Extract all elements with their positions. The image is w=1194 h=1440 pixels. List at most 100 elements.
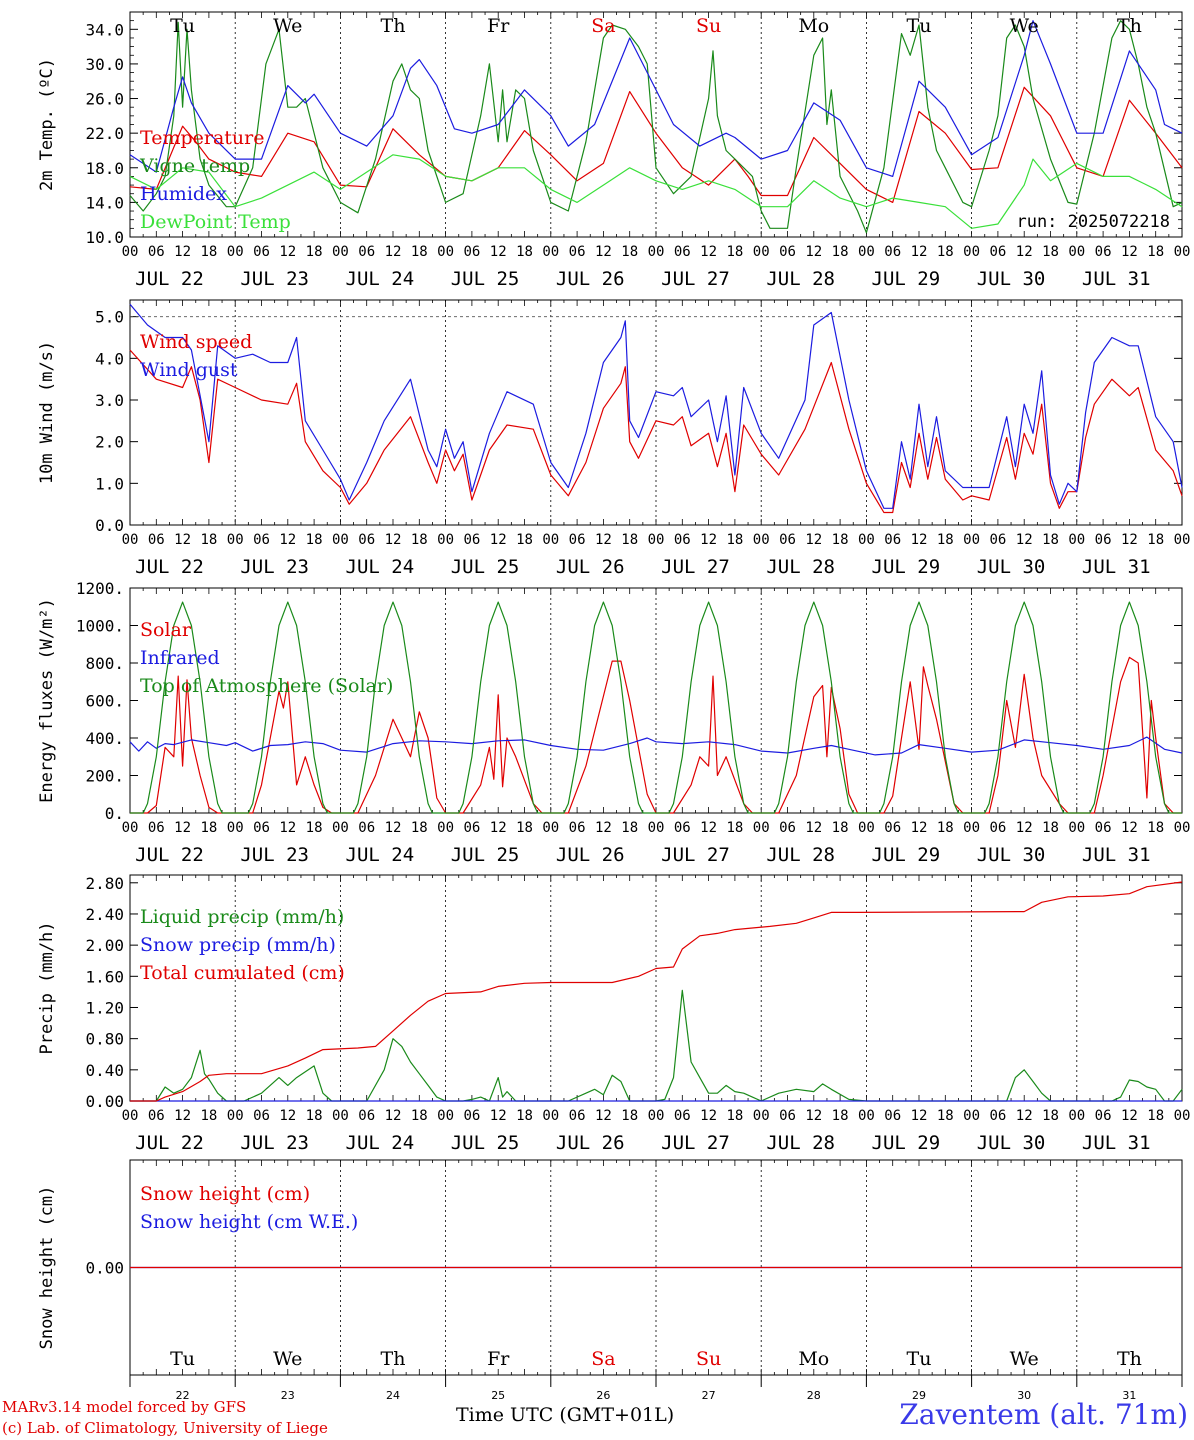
date-label: JUL 25 <box>451 1132 520 1154</box>
hour-label: 18 <box>306 1108 323 1124</box>
hour-label: 06 <box>358 1108 375 1124</box>
hour-label: 06 <box>884 820 901 836</box>
hour-label: 18 <box>1042 820 1059 836</box>
time-axis-title: Time UTC (GMT+01L) <box>456 1404 675 1426</box>
hour-label: 00 <box>332 820 349 836</box>
y-tick-label: 1.60 <box>85 967 124 986</box>
day-number-label: 28 <box>807 1389 821 1402</box>
date-label: JUL 27 <box>661 268 730 290</box>
day-of-week-label: Th <box>381 1348 406 1370</box>
hour-label: 00 <box>858 532 875 548</box>
date-label: JUL 23 <box>240 1132 309 1154</box>
hour-label: 00 <box>858 1108 875 1124</box>
hour-label: 06 <box>253 820 270 836</box>
hour-label: 18 <box>411 532 428 548</box>
hour-label: 12 <box>911 532 928 548</box>
hour-label: 00 <box>753 532 770 548</box>
y-tick-label: 14.0 <box>85 193 124 212</box>
y-tick-label: 2.40 <box>85 905 124 924</box>
y-tick-label: 0.80 <box>85 1030 124 1049</box>
series-line-liquid-precip-mm-h- <box>130 989 1183 1102</box>
series-line-temperature <box>129 86 1183 203</box>
lab-credit-line: (c) Lab. of Climatology, University of L… <box>2 1419 328 1437</box>
y-axis-title: 10m Wind (m/s) <box>37 341 57 484</box>
hour-label: 06 <box>463 1108 480 1124</box>
date-label: JUL 31 <box>1082 1132 1151 1154</box>
y-tick-label: 1.0 <box>95 474 124 493</box>
hour-label: 12 <box>911 244 928 260</box>
day-of-week-label: Tu <box>907 1348 932 1370</box>
legend-entry: Wind gust <box>140 359 238 381</box>
hour-label: 12 <box>279 532 296 548</box>
legend-entry: Liquid precip (mm/h) <box>140 906 344 928</box>
day-of-week-label: Fr <box>487 15 510 37</box>
date-label: JUL 23 <box>240 844 309 866</box>
y-tick-label: 34.0 <box>85 20 124 39</box>
hour-label: 06 <box>1095 244 1112 260</box>
y-tick-label: 0. <box>105 804 124 823</box>
hour-label: 18 <box>1042 532 1059 548</box>
date-label: JUL 29 <box>872 556 941 578</box>
hour-label: 00 <box>858 820 875 836</box>
hour-label: 12 <box>1121 1108 1138 1124</box>
hour-label: 18 <box>516 1108 533 1124</box>
date-label: JUL 26 <box>556 268 625 290</box>
hour-label: 06 <box>779 1108 796 1124</box>
hour-label: 06 <box>989 820 1006 836</box>
date-label: JUL 31 <box>1082 556 1151 578</box>
hour-label: 00 <box>753 1108 770 1124</box>
day-of-week-label: Sa <box>591 15 615 37</box>
hour-label: 12 <box>805 532 822 548</box>
date-label: JUL 22 <box>135 1132 204 1154</box>
hour-label: 18 <box>621 532 638 548</box>
y-tick-label: 4.0 <box>95 349 124 368</box>
y-tick-label: 0.40 <box>85 1061 124 1080</box>
day-number-label: 25 <box>491 1389 505 1402</box>
hour-label: 06 <box>463 820 480 836</box>
hour-label: 12 <box>700 1108 717 1124</box>
hour-label: 00 <box>122 1108 139 1124</box>
legend-entry: Temperature <box>140 127 264 149</box>
series-line-wind-gust <box>129 303 1183 509</box>
hour-label: 18 <box>832 820 849 836</box>
hour-label: 18 <box>937 820 954 836</box>
hour-label: 06 <box>148 244 165 260</box>
date-label: JUL 31 <box>1082 268 1151 290</box>
hour-label: 00 <box>227 532 244 548</box>
day-of-week-label: Sa <box>591 1348 615 1370</box>
hour-label: 18 <box>937 244 954 260</box>
hour-label: 06 <box>779 532 796 548</box>
day-number-label: 31 <box>1122 1389 1136 1402</box>
hour-label: 12 <box>805 820 822 836</box>
date-label: JUL 28 <box>766 844 835 866</box>
day-of-week-label: We <box>1010 15 1039 37</box>
hour-label: 12 <box>385 1108 402 1124</box>
y-tick-label: 0.0 <box>95 516 124 535</box>
hour-label: 06 <box>569 820 586 836</box>
day-of-week-label: We <box>273 1348 302 1370</box>
hour-label: 06 <box>253 532 270 548</box>
y-tick-label: 1.20 <box>85 998 124 1017</box>
hour-label: 06 <box>674 1108 691 1124</box>
hour-label: 00 <box>963 244 980 260</box>
hour-label: 06 <box>148 1108 165 1124</box>
legend-entry: Top of Atmosphere (Solar) <box>140 675 393 697</box>
day-of-week-label: Su <box>696 15 721 37</box>
hour-label: 00 <box>122 244 139 260</box>
hour-label: 12 <box>700 820 717 836</box>
hour-label: 00 <box>648 1108 665 1124</box>
hour-label: 06 <box>674 820 691 836</box>
hour-label: 06 <box>463 532 480 548</box>
day-of-week-label: Tu <box>170 15 195 37</box>
hour-label: 18 <box>726 820 743 836</box>
hour-label: 06 <box>989 532 1006 548</box>
hour-label: 06 <box>569 1108 586 1124</box>
hour-label: 18 <box>1042 1108 1059 1124</box>
day-of-week-label: Fr <box>487 1348 510 1370</box>
date-label: JUL 26 <box>556 1132 625 1154</box>
hour-label: 12 <box>1016 244 1033 260</box>
y-tick-label: 1000. <box>76 617 124 636</box>
date-label: JUL 30 <box>977 268 1046 290</box>
date-label: JUL 25 <box>451 268 520 290</box>
